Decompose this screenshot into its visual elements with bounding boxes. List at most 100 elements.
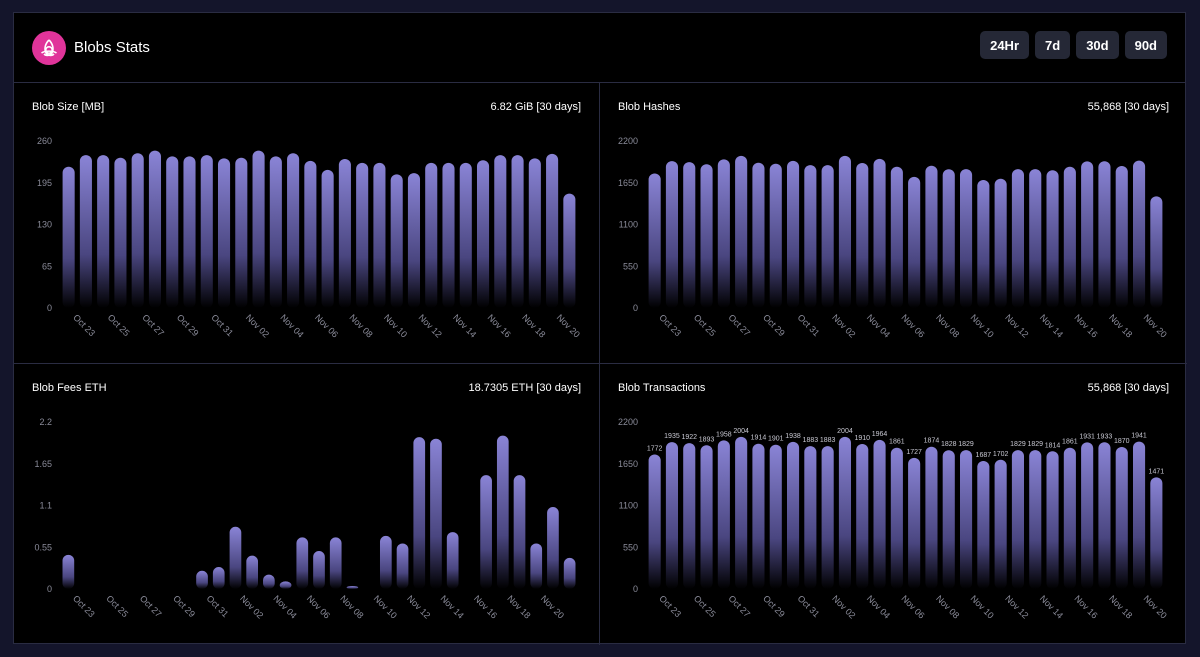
- bar[interactable]: [959, 450, 973, 589]
- bar[interactable]: [665, 161, 679, 308]
- bar[interactable]: [62, 554, 75, 589]
- bar[interactable]: [1081, 442, 1094, 589]
- bar[interactable]: [1046, 451, 1059, 589]
- bar[interactable]: [79, 155, 92, 308]
- bar[interactable]: [821, 446, 834, 589]
- bar[interactable]: [246, 555, 259, 589]
- bar[interactable]: [513, 475, 526, 589]
- bar[interactable]: [977, 179, 990, 308]
- bar[interactable]: [442, 162, 455, 308]
- bar[interactable]: [873, 158, 886, 308]
- bar[interactable]: [413, 437, 426, 589]
- bar[interactable]: [717, 159, 730, 308]
- bar[interactable]: [148, 150, 162, 308]
- bar[interactable]: [942, 450, 955, 589]
- bar[interactable]: [217, 158, 231, 308]
- bar[interactable]: [735, 436, 748, 589]
- bar[interactable]: [229, 526, 242, 589]
- bar[interactable]: [648, 454, 661, 589]
- bar[interactable]: [496, 435, 509, 589]
- bar[interactable]: [873, 439, 886, 589]
- bar[interactable]: [890, 447, 903, 589]
- bar[interactable]: [1098, 161, 1111, 308]
- bar[interactable]: [752, 162, 765, 308]
- bar[interactable]: [786, 441, 800, 589]
- bar[interactable]: [925, 446, 938, 589]
- bar[interactable]: [379, 535, 392, 589]
- bar[interactable]: [476, 160, 490, 308]
- bar[interactable]: [321, 169, 334, 308]
- bar[interactable]: [480, 475, 492, 589]
- bar[interactable]: [263, 574, 275, 589]
- bar[interactable]: [1132, 441, 1146, 589]
- bar[interactable]: [530, 543, 543, 589]
- bar[interactable]: [1081, 161, 1094, 308]
- bar[interactable]: [1011, 450, 1025, 589]
- bar[interactable]: [1098, 442, 1111, 589]
- bar[interactable]: [804, 165, 817, 308]
- bar[interactable]: [821, 165, 834, 308]
- bar[interactable]: [131, 153, 144, 308]
- bar[interactable]: [446, 532, 459, 589]
- bar[interactable]: [62, 166, 75, 308]
- bar[interactable]: [338, 158, 351, 308]
- bar[interactable]: [494, 155, 507, 308]
- bar[interactable]: [200, 155, 213, 308]
- bar[interactable]: [313, 551, 325, 589]
- bar[interactable]: [890, 166, 903, 308]
- bar[interactable]: [547, 507, 559, 589]
- bar[interactable]: [235, 157, 248, 308]
- bar[interactable]: [769, 163, 782, 308]
- bar[interactable]: [804, 446, 817, 589]
- bar[interactable]: [1063, 447, 1076, 589]
- bar[interactable]: [908, 176, 921, 308]
- bar[interactable]: [700, 164, 713, 308]
- bar[interactable]: [296, 537, 309, 589]
- bar[interactable]: [329, 537, 342, 589]
- bar[interactable]: [908, 457, 921, 589]
- bar[interactable]: [528, 158, 541, 308]
- bar[interactable]: [287, 153, 300, 308]
- bar[interactable]: [166, 156, 179, 308]
- bar[interactable]: [665, 442, 679, 589]
- bar[interactable]: [430, 438, 442, 589]
- bar[interactable]: [717, 440, 730, 589]
- bar[interactable]: [1132, 160, 1146, 308]
- bar[interactable]: [356, 162, 369, 308]
- bar[interactable]: [838, 155, 852, 308]
- range-button-30d[interactable]: 30d: [1076, 31, 1119, 59]
- bar[interactable]: [856, 444, 869, 589]
- bar[interactable]: [1115, 166, 1128, 308]
- bar[interactable]: [1150, 477, 1163, 589]
- bar[interactable]: [304, 160, 317, 308]
- bar[interactable]: [1046, 170, 1059, 308]
- bar[interactable]: [212, 566, 225, 589]
- bar[interactable]: [838, 436, 852, 589]
- bar[interactable]: [1029, 169, 1042, 308]
- bar[interactable]: [683, 443, 696, 589]
- bar[interactable]: [856, 163, 869, 308]
- range-button-90d[interactable]: 90d: [1124, 31, 1167, 59]
- bar[interactable]: [183, 156, 196, 308]
- bar[interactable]: [1029, 450, 1042, 589]
- bar[interactable]: [546, 153, 559, 308]
- bar[interactable]: [1150, 196, 1163, 308]
- bar[interactable]: [1011, 169, 1025, 308]
- bar[interactable]: [97, 155, 110, 308]
- bar[interactable]: [752, 443, 765, 589]
- bar[interactable]: [942, 169, 955, 308]
- bar[interactable]: [735, 155, 748, 308]
- bar[interactable]: [511, 155, 524, 308]
- bar[interactable]: [683, 162, 696, 308]
- bar[interactable]: [279, 581, 292, 589]
- bar[interactable]: [563, 193, 576, 308]
- bar[interactable]: [563, 557, 576, 589]
- bar[interactable]: [396, 543, 409, 589]
- bar[interactable]: [269, 156, 282, 308]
- bar[interactable]: [700, 445, 713, 589]
- bar[interactable]: [925, 165, 938, 308]
- bar[interactable]: [390, 174, 403, 308]
- bar[interactable]: [252, 150, 265, 308]
- bar[interactable]: [994, 459, 1007, 589]
- bar[interactable]: [425, 162, 438, 308]
